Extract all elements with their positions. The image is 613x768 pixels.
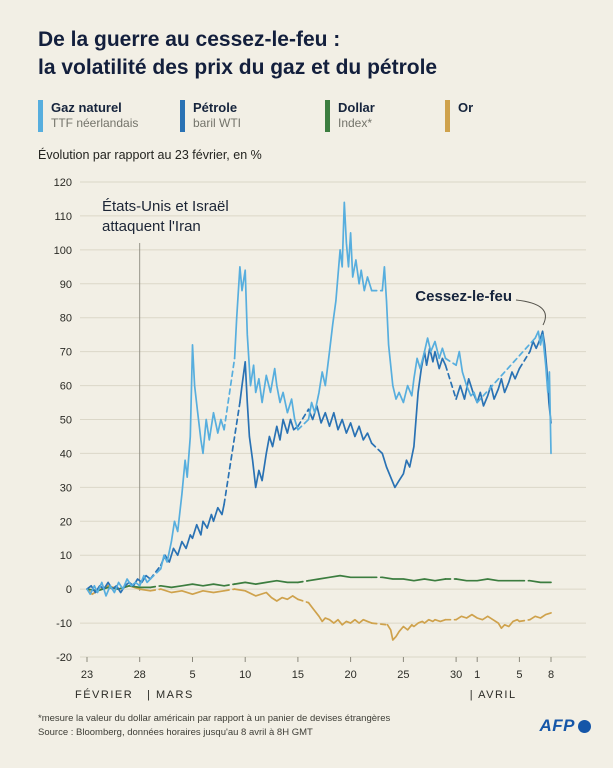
- footnote-source: Source : Bloomberg, données horaires jus…: [38, 727, 313, 739]
- svg-text:28: 28: [134, 669, 146, 681]
- svg-text:0: 0: [66, 584, 72, 596]
- legend-label-gas: Gaz naturel: [51, 100, 122, 115]
- svg-text:100: 100: [54, 245, 72, 257]
- svg-text:40: 40: [60, 448, 72, 460]
- legend-item-dollar: Dollar Index*: [325, 100, 375, 132]
- afp-logo-globe-icon: [578, 719, 591, 733]
- svg-text:5: 5: [516, 669, 522, 681]
- svg-text:8: 8: [548, 669, 554, 681]
- svg-text:60: 60: [60, 381, 72, 393]
- gold-color-swatch: [445, 100, 450, 132]
- annotation-attack-line2: attaquent l'Iran: [102, 218, 201, 236]
- svg-text:50: 50: [60, 415, 72, 427]
- svg-text:5: 5: [189, 669, 195, 681]
- svg-text:80: 80: [60, 313, 72, 325]
- svg-text:30: 30: [60, 482, 72, 494]
- svg-text:90: 90: [60, 279, 72, 291]
- annotation-attack-line1: États-Unis et Israël: [102, 198, 229, 215]
- legend-label-gold: Or: [458, 100, 474, 115]
- legend-item-gas: Gaz naturel TTF néerlandais: [38, 100, 138, 132]
- svg-text:10: 10: [239, 669, 251, 681]
- svg-text:1: 1: [474, 669, 480, 681]
- chart-subtitle: Évolution par rapport au 23 février, en …: [38, 148, 262, 162]
- svg-text:20: 20: [60, 516, 72, 528]
- svg-text:120: 120: [54, 177, 72, 189]
- svg-text:-20: -20: [56, 652, 72, 664]
- footnotes: *mesure la valeur du dollar américain pa…: [38, 712, 390, 741]
- svg-text:10: 10: [60, 550, 72, 562]
- svg-text:110: 110: [54, 211, 72, 223]
- legend-item-oil: Pétrole baril WTI: [180, 100, 241, 132]
- title-line2: la volatilité des prix du gaz et du pétr…: [38, 56, 438, 80]
- svg-text:-10: -10: [56, 618, 72, 630]
- legend-sublabel-oil: baril WTI: [193, 116, 241, 131]
- svg-text:30: 30: [450, 669, 462, 681]
- footnote-dollar-index: *mesure la valeur du dollar américain pa…: [38, 713, 391, 724]
- afp-logo: AFP: [539, 716, 591, 736]
- title-line1: De la guerre au cessez-le-feu :: [38, 28, 341, 51]
- annotation-ceasefire: Cessez-le-feu: [415, 288, 512, 305]
- legend-sublabel-gas: TTF néerlandais: [51, 116, 139, 131]
- legend: Gaz naturel TTF néerlandais Pétrole bari…: [0, 100, 613, 136]
- svg-text:70: 70: [60, 347, 72, 359]
- svg-text:15: 15: [292, 669, 304, 681]
- gas-color-swatch: [38, 100, 43, 132]
- afp-logo-text: AFP: [539, 716, 575, 735]
- dollar-color-swatch: [325, 100, 330, 132]
- svg-text:23: 23: [81, 669, 93, 681]
- svg-text:20: 20: [344, 669, 356, 681]
- legend-label-dollar: Dollar: [338, 100, 375, 115]
- annotation-attack: États-Unis et Israël attaquent l'Iran: [102, 197, 229, 238]
- oil-color-swatch: [180, 100, 185, 132]
- svg-text:| AVRIL: | AVRIL: [470, 689, 517, 701]
- svg-text:25: 25: [397, 669, 409, 681]
- svg-text:FÉVRIER: FÉVRIER: [75, 688, 133, 701]
- svg-text:| MARS: | MARS: [147, 689, 194, 701]
- legend-sublabel-dollar: Index*: [338, 116, 373, 131]
- legend-item-gold: Or: [445, 100, 473, 132]
- page-title: De la guerre au cessez-le-feu : la volat…: [38, 26, 437, 83]
- legend-label-oil: Pétrole: [193, 100, 238, 115]
